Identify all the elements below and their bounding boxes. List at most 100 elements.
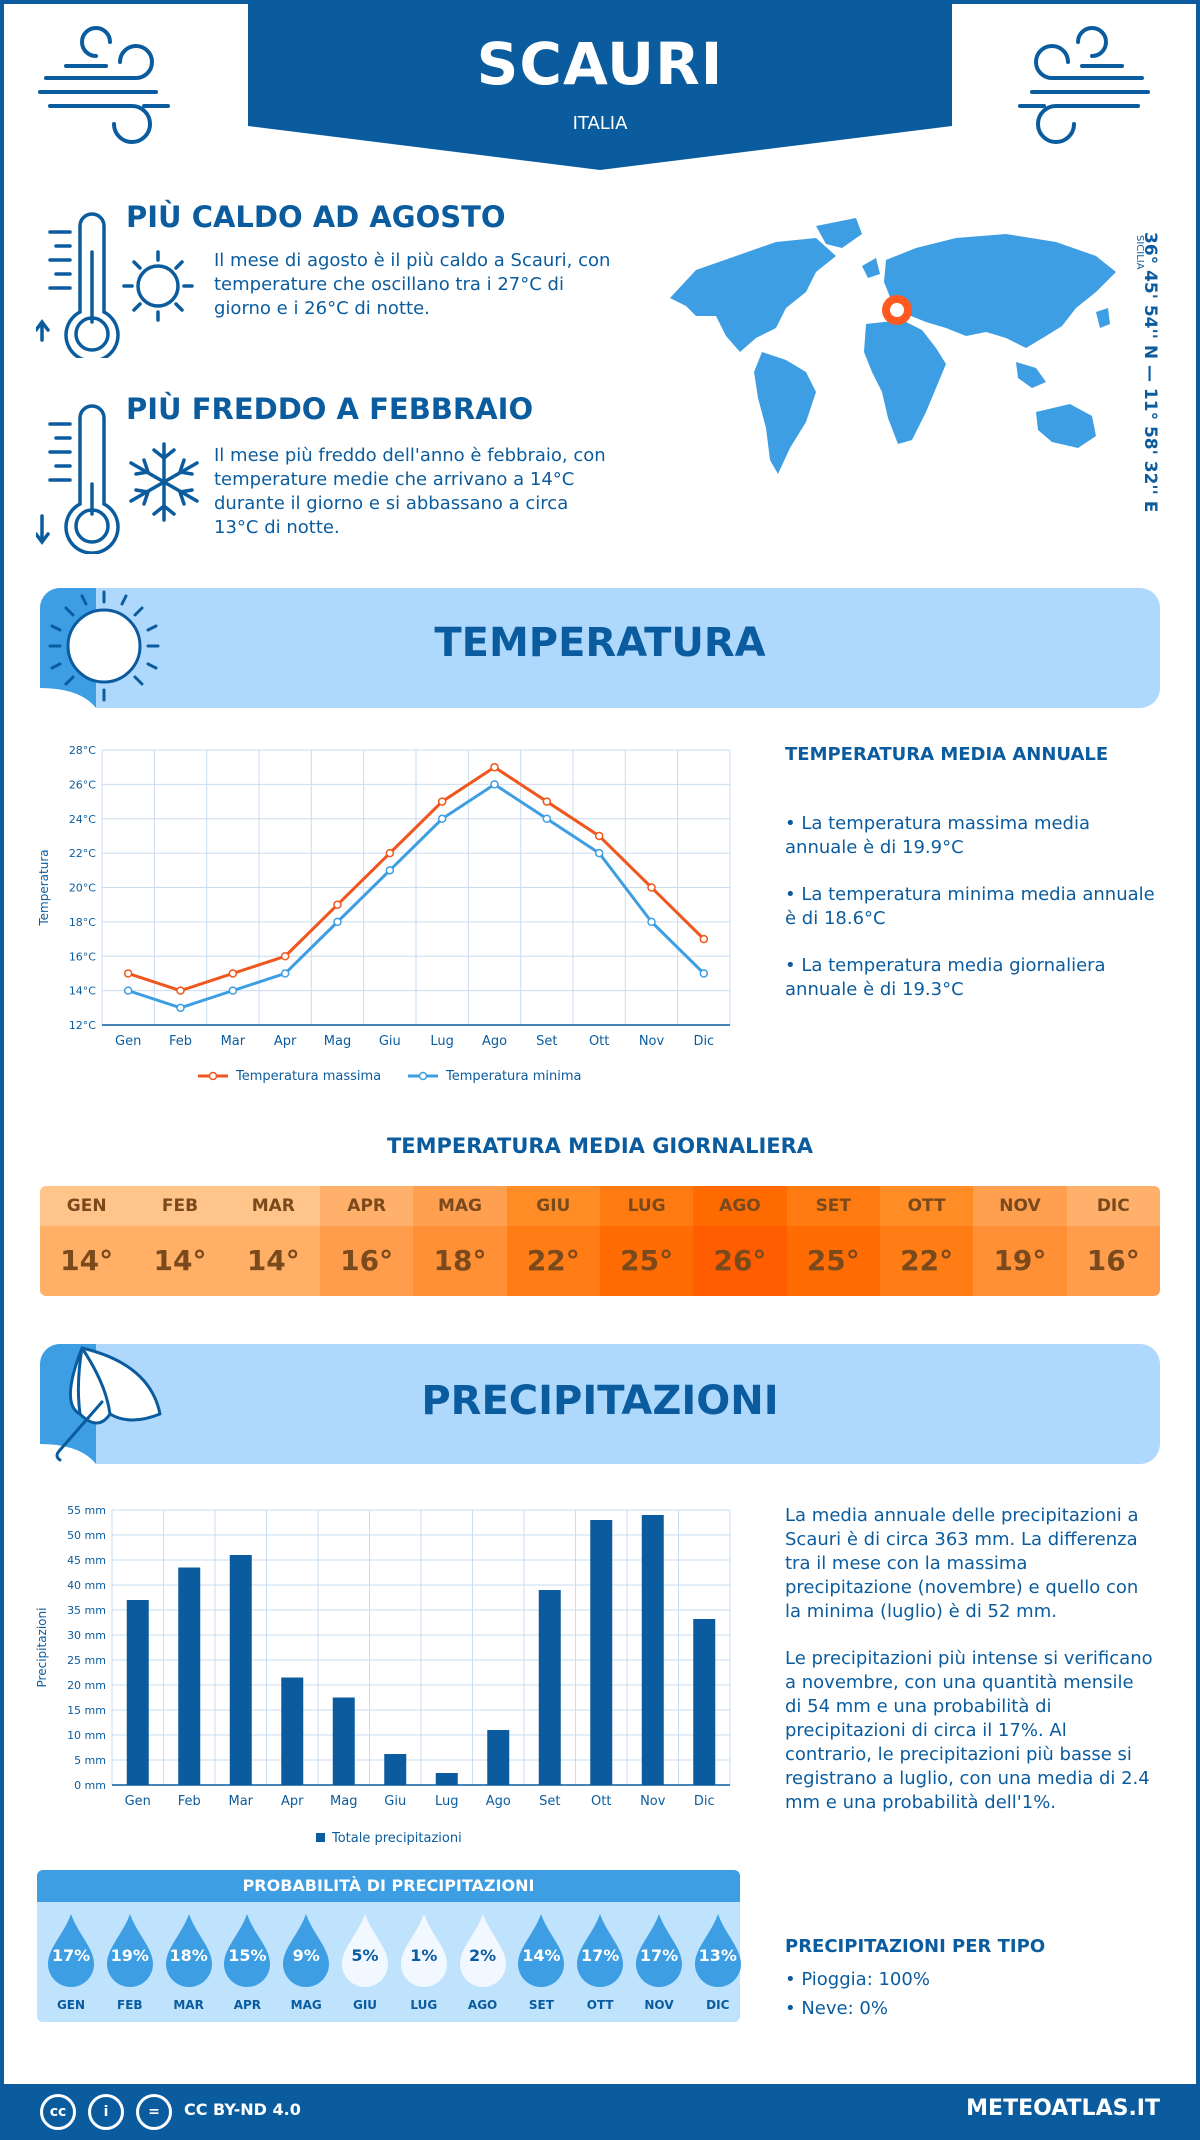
x-tick-label: Feb [169, 1034, 192, 1049]
probability-month: AGO [467, 1998, 498, 2012]
y-tick-label: 18°C [69, 916, 96, 929]
thermometer-snowflake-icon [36, 404, 199, 554]
data-point [123, 969, 133, 978]
daily-temp-month: FEB [133, 1186, 227, 1226]
temperature-title: TEMPERATURA [434, 620, 766, 666]
probability-drop: 19% [103, 1912, 157, 1992]
no-derivatives-icon: = [136, 2094, 172, 2130]
precip-bar [332, 1697, 355, 1785]
precip-type-rain: • Pioggia: 100% [785, 1969, 930, 1990]
raindrop-icon [283, 1914, 330, 1987]
y-axis-label: Temperatura [37, 849, 51, 926]
y-tick-label: 26°C [69, 778, 96, 791]
y-tick-label: 20°C [69, 882, 96, 895]
x-tick-label: Ott [591, 1794, 611, 1809]
license-label: CC BY-ND 4.0 [184, 2100, 301, 2119]
data-point [490, 780, 499, 789]
raindrop-icon [48, 1914, 94, 1987]
probability-value: 13% [698, 1946, 737, 1965]
probability-value: 5% [351, 1946, 379, 1965]
daily-temp-value: 22° [879, 1226, 974, 1296]
data-point [228, 969, 238, 978]
probability-month: DIC [706, 1998, 730, 2012]
precip-extremes-text: Le precipitazioni più intense si verific… [785, 1648, 1153, 1813]
y-tick-label: 15 mm [67, 1704, 106, 1717]
probability-value: 17% [581, 1946, 620, 1965]
probability-month: LUG [410, 1998, 438, 2012]
daily-temp-month: GEN [40, 1186, 134, 1226]
daily-temp-title: TEMPERATURA MEDIA GIORNALIERA [386, 1134, 814, 1158]
probability-value: 17% [51, 1946, 91, 1965]
precip-bar [435, 1773, 458, 1785]
x-tick-label: Giu [379, 1034, 401, 1049]
world-map [670, 218, 1116, 474]
y-tick-label: 50 mm [67, 1529, 106, 1542]
data-point [437, 797, 447, 806]
series-line [127, 782, 705, 1010]
probability-month: GEN [56, 1998, 86, 2012]
probability-drop: 15% [220, 1912, 274, 1992]
data-point [699, 969, 709, 978]
precip-bar [178, 1567, 201, 1785]
hottest-title: PIÙ CALDO AD AGOSTO [126, 200, 506, 234]
legend-marker [208, 1071, 218, 1081]
wind-icon [1018, 26, 1150, 144]
probability-month: FEB [117, 1998, 143, 2012]
daily-temp-cell: MAR 14° [226, 1186, 320, 1296]
y-tick-label: 0 mm [74, 1779, 106, 1792]
raindrop-icon [459, 1914, 506, 1987]
probability-drop: 14% [514, 1912, 568, 1992]
annual-temp-title: TEMPERATURA MEDIA ANNUALE [785, 744, 1109, 765]
y-tick-label: 24°C [69, 813, 96, 826]
y-tick-label: 10 mm [67, 1729, 106, 1742]
raindrop-icon [577, 1914, 624, 1987]
probability-month: GIU [352, 1998, 378, 2012]
coordinates: 36° 45' 54'' N — 11° 58' 32'' E [1140, 232, 1160, 513]
x-tick-label: Gen [125, 1794, 151, 1809]
data-point [280, 952, 290, 961]
probability-value: 15% [228, 1946, 267, 1965]
x-tick-label: Ago [482, 1034, 507, 1049]
x-tick-label: Lug [430, 1034, 454, 1049]
legend-label: Temperatura minima [445, 1069, 582, 1084]
data-point [594, 831, 604, 841]
site-link[interactable]: METEOATLAS.IT [966, 2096, 1160, 2121]
x-tick-label: Ago [486, 1794, 511, 1809]
precip-bar [641, 1515, 664, 1785]
probability-month: OTT [586, 1998, 614, 2012]
precipitation-title: PRECIPITAZIONI [421, 1378, 779, 1424]
daily-temp-month: NOV [973, 1186, 1067, 1226]
y-tick-label: 35 mm [67, 1604, 106, 1617]
probability-value: 2% [469, 1946, 497, 1965]
probability-drop: 9% [279, 1912, 333, 1992]
probability-month: MAG [290, 1998, 322, 2012]
y-tick-label: 14°C [69, 985, 96, 998]
x-tick-label: Lug [435, 1794, 459, 1809]
daily-temp-cell: NOV 19° [973, 1186, 1067, 1296]
raindrop-icon [518, 1914, 565, 1987]
thermometer-sun-icon [36, 212, 194, 358]
precip-bar [538, 1590, 561, 1785]
precip-bar [693, 1619, 716, 1785]
precip-bar [229, 1555, 252, 1785]
y-tick-label: 16°C [69, 950, 96, 963]
data-point [542, 797, 552, 806]
raindrop-icon [342, 1914, 388, 1987]
probability-month: APR [233, 1998, 262, 2012]
y-tick-label: 22°C [69, 847, 96, 860]
probability-drop: 18% [162, 1912, 216, 1992]
x-tick-label: Feb [178, 1794, 201, 1809]
raindrop-icon [694, 1914, 741, 1987]
precip-probability-title: PROBABILITÀ DI PRECIPITAZIONI [37, 1870, 740, 1902]
daily-temp-month: OTT [879, 1186, 974, 1226]
legend-label: Totale precipitazioni [331, 1831, 462, 1846]
probability-value: 1% [410, 1946, 438, 1965]
legend-label: Temperatura massima [235, 1069, 381, 1084]
probability-month: MAR [173, 1998, 204, 2012]
precip-types-title: PRECIPITAZIONI PER TIPO [785, 1936, 1046, 1957]
data-point [123, 986, 133, 995]
x-tick-label: Ott [589, 1034, 609, 1049]
daily-temp-value: 14° [133, 1226, 227, 1296]
probability-drop: 5% [338, 1912, 392, 1992]
daily-temp-month: APR [319, 1186, 414, 1226]
